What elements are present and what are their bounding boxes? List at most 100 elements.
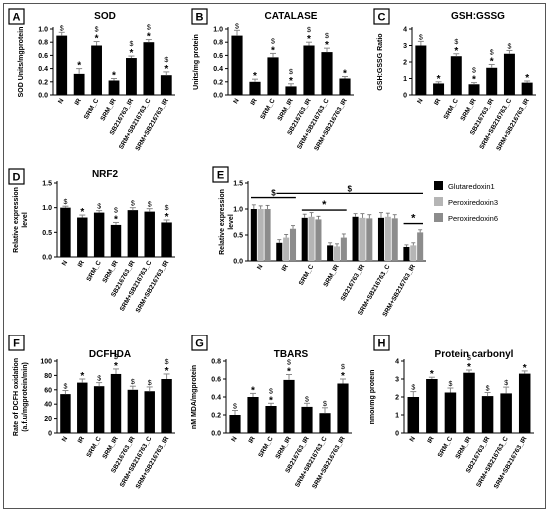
bar <box>366 218 373 261</box>
y-tick-label: 1.0 <box>233 207 243 214</box>
bar <box>403 246 410 261</box>
legend-label: Peroxiredoxin3 <box>448 198 498 207</box>
y-tick-label: 2 <box>403 60 407 67</box>
y-tick-label: 3 <box>403 43 407 50</box>
x-tick-label: SRM_C <box>257 435 275 458</box>
bar <box>301 217 308 261</box>
bar <box>161 222 172 257</box>
significance-star: * <box>289 76 293 87</box>
x-tick-label: IR <box>249 97 258 106</box>
bar <box>340 237 347 261</box>
significance-dollar: $ <box>165 205 169 212</box>
bar <box>265 406 277 433</box>
panel-letter-text: C <box>378 12 386 24</box>
bar <box>264 209 271 261</box>
bar <box>486 67 498 95</box>
significance-star: * <box>80 207 84 218</box>
x-tick-label: SRM+SB216763_IR <box>495 97 531 152</box>
significance-star: * <box>343 69 347 80</box>
x-tick-label: SRM_C <box>298 263 316 286</box>
legend-label: Peroxiredoxin6 <box>448 214 498 223</box>
y-axis-label: level <box>228 214 235 230</box>
panel-letter: A <box>8 8 25 25</box>
legend-swatch <box>434 181 443 190</box>
x-tick-label: N <box>409 435 418 443</box>
bar <box>327 245 334 261</box>
chart-title: Protein carbonyl <box>435 349 514 360</box>
bar <box>468 84 480 95</box>
significance-star: * <box>430 369 434 380</box>
bar <box>283 237 290 261</box>
y-axis-label: nmol/mg protein <box>370 370 376 425</box>
y-tick-label: 1.0 <box>213 27 223 34</box>
y-axis-label: (a.f.u/mgprotein/min) <box>22 362 29 432</box>
figure-border <box>3 3 546 509</box>
bar <box>410 245 417 261</box>
bar <box>60 394 71 433</box>
significance-dollar: $ <box>63 384 67 391</box>
significance-dollar: $ <box>504 380 508 387</box>
y-axis-label: GSH:GSSG Ratio <box>377 33 384 90</box>
significance-star: * <box>437 74 441 85</box>
bar <box>249 81 261 95</box>
bar <box>450 56 462 95</box>
panel-h-protein-carbonyl-chart: H Protein carbonyl nmol/mg protein 0 1 2 3 4 N IR… <box>370 335 534 490</box>
bar <box>93 212 105 257</box>
x-tick-label: SRM_IR <box>274 435 292 460</box>
x-tick-label: SRM_IR <box>454 435 472 460</box>
bar <box>500 393 512 433</box>
panel-letter: B <box>191 8 208 25</box>
bar <box>315 219 322 261</box>
bar <box>229 415 241 433</box>
significance-star: * <box>523 363 527 374</box>
bar <box>276 242 283 261</box>
panel-letter-text: D <box>13 172 21 184</box>
significance-dollar: $ <box>325 33 329 40</box>
x-tick-label: IR <box>247 435 256 444</box>
significance-star: * <box>269 395 273 406</box>
panel-letter-text: H <box>378 338 386 350</box>
significance-star: * <box>164 64 168 75</box>
x-tick-label: SRM_C <box>437 435 455 458</box>
y-tick-label: 0.8 <box>213 40 223 47</box>
significance-star: * <box>525 73 529 84</box>
bar <box>391 218 398 261</box>
y-tick-label: 0 <box>395 431 399 438</box>
y-tick-label: 0.0 <box>211 431 221 438</box>
bar <box>463 372 475 433</box>
bar <box>285 86 297 95</box>
x-tick-label: N <box>416 97 425 105</box>
y-tick-label: 0.5 <box>233 233 243 240</box>
significance-star: * <box>287 367 291 378</box>
bar <box>337 383 349 433</box>
significance-star: * <box>307 34 311 45</box>
significance-dollar: $ <box>63 199 67 206</box>
legend-label: Glutaredoxin1 <box>448 182 495 191</box>
bar <box>303 45 315 95</box>
bar <box>321 52 333 95</box>
y-axis-label: SOD Units/mgprotein <box>18 27 25 98</box>
significance-dollar: $ <box>131 379 135 386</box>
significance-label: * <box>411 213 416 225</box>
significance-dollar: $ <box>472 68 476 75</box>
x-tick-label: SRM+SB216763_IR <box>313 97 349 152</box>
panel-letter: C <box>373 8 390 25</box>
x-tick-label: IR <box>77 435 86 444</box>
y-tick-label: 0.6 <box>211 377 221 384</box>
significance-dollar: $ <box>307 27 311 34</box>
significance-star: * <box>325 40 329 51</box>
bar <box>503 53 515 95</box>
bar <box>250 209 257 261</box>
bar <box>289 228 297 261</box>
y-tick-label: 1.5 <box>42 181 52 188</box>
bar <box>415 45 427 95</box>
x-tick-label: SRM+SB216763_C <box>478 97 513 150</box>
y-tick-label: 0.8 <box>38 40 48 47</box>
chart-title: DCFHDA <box>89 349 131 360</box>
y-tick-label: 1.0 <box>42 205 52 212</box>
chart-title: GSH:GSSG <box>451 11 505 22</box>
legend-swatch <box>434 197 443 206</box>
panel-c-gsh-gssg-chart: C GSH:GSSG GSH:GSSG Ratio 0 1 2 3 4 N IR SRM_C SRM_… <box>373 8 536 152</box>
y-tick-label: 0.6 <box>38 53 48 60</box>
